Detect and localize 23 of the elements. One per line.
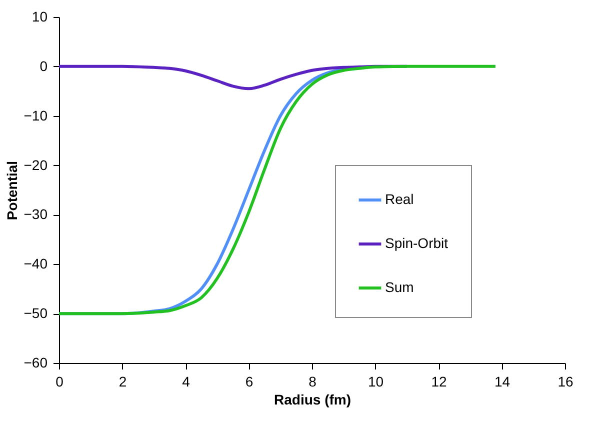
x-tick-label: 2 — [118, 374, 127, 390]
line-series — [58, 64, 497, 316]
legend-label: Sum — [385, 279, 414, 295]
x-tick-label: 8 — [308, 374, 317, 390]
y-tick-label: −20 — [24, 156, 48, 173]
y-tick-label: −60 — [24, 354, 48, 370]
x-tick-label: 16 — [558, 374, 574, 390]
y-tick-label: −50 — [24, 305, 48, 322]
x-tick-label: 0 — [56, 374, 64, 390]
y-axis-title: Potential — [4, 160, 20, 220]
x-tick-label: 10 — [368, 374, 384, 390]
y-tick-label: 0 — [40, 58, 48, 74]
x-tick-label: 14 — [494, 374, 510, 390]
legend-label: Real — [385, 191, 414, 207]
x-tick-label: 12 — [431, 374, 447, 390]
x-tick-label: 6 — [245, 374, 254, 390]
x-tick-label: 4 — [182, 374, 190, 390]
y-tick-label: −40 — [24, 256, 48, 272]
legend-label: Spin-Orbit — [385, 235, 448, 251]
x-axis-title: Radius (fm) — [274, 392, 351, 408]
y-tick-label: −10 — [24, 107, 48, 124]
y-tick-label: 10 — [32, 8, 48, 24]
y-tick-label: −30 — [24, 206, 48, 222]
